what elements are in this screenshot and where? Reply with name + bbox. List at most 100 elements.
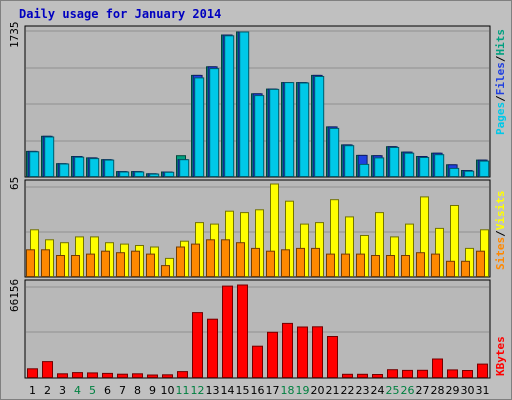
kbytes-bar bbox=[162, 374, 173, 378]
day-label: 11 bbox=[176, 384, 190, 397]
pages-bar bbox=[119, 171, 130, 177]
sites-bar bbox=[71, 255, 80, 277]
pages-bar bbox=[404, 152, 415, 177]
kbytes-bar bbox=[42, 361, 53, 379]
kbytes-bar bbox=[177, 371, 188, 379]
pages-bar bbox=[419, 157, 430, 177]
axis-label-part: Sites bbox=[494, 237, 507, 270]
axis-label-kbytes: KBytes bbox=[494, 336, 507, 376]
pages-bar bbox=[164, 171, 175, 178]
kbytes-bar bbox=[222, 285, 233, 379]
pages-bar bbox=[434, 154, 445, 177]
sites-bar bbox=[146, 253, 155, 278]
day-label: 2 bbox=[44, 384, 51, 397]
axis-label-part: / bbox=[494, 230, 507, 237]
day-label: 29 bbox=[446, 384, 460, 397]
kbytes-bar bbox=[402, 369, 413, 378]
sites-bar bbox=[356, 253, 365, 278]
ymax-label-kbytes: 66156 bbox=[8, 279, 21, 312]
axis-label-part: Pages bbox=[494, 102, 507, 135]
axis-label-part: / bbox=[494, 95, 507, 102]
day-label: 12 bbox=[191, 384, 205, 397]
pages-bar bbox=[224, 35, 235, 177]
kbytes-bar bbox=[477, 363, 488, 379]
pages-bar bbox=[479, 160, 490, 178]
pages-bar bbox=[104, 159, 115, 178]
sites-bar bbox=[101, 250, 110, 277]
day-label: 27 bbox=[416, 384, 430, 397]
kbytes-bar bbox=[147, 374, 158, 378]
pages-bar bbox=[74, 156, 85, 177]
day-label: 28 bbox=[431, 384, 445, 397]
kbytes-bar bbox=[27, 368, 38, 378]
kbytes-bar bbox=[462, 370, 473, 378]
day-label: 7 bbox=[119, 384, 126, 397]
sites-bar bbox=[56, 255, 65, 277]
sites-bar bbox=[401, 255, 410, 277]
axis-label-visits-sites: Sites/Visits bbox=[494, 191, 507, 271]
sites-bar bbox=[476, 250, 485, 277]
axis-label-part: Hits bbox=[494, 29, 507, 56]
sites-bar bbox=[371, 255, 380, 277]
pages-bar bbox=[359, 163, 370, 177]
ymax-label-pages-files-hits: 1735 bbox=[8, 22, 21, 49]
sites-bar bbox=[416, 252, 425, 277]
kbytes-bar bbox=[357, 373, 368, 378]
kbytes-bar bbox=[132, 373, 143, 378]
kbytes-bar bbox=[297, 326, 308, 378]
kbytes-bar bbox=[447, 369, 458, 378]
kbytes-bar bbox=[267, 331, 278, 378]
sites-bar bbox=[191, 243, 200, 278]
pages-bar bbox=[149, 173, 160, 178]
pages-bar bbox=[299, 82, 310, 177]
sites-bar bbox=[116, 252, 125, 277]
kbytes-bar bbox=[207, 318, 218, 379]
axis-label-part: / bbox=[494, 55, 507, 62]
kbytes-bar bbox=[192, 312, 203, 379]
pages-bar bbox=[284, 82, 295, 177]
chart-title: Daily usage for January 2014 bbox=[19, 7, 222, 21]
kbytes-bar bbox=[102, 372, 113, 378]
day-label: 23 bbox=[356, 384, 370, 397]
day-label: 22 bbox=[341, 384, 355, 397]
day-label: 3 bbox=[59, 384, 66, 397]
day-label: 26 bbox=[401, 384, 415, 397]
day-label: 18 bbox=[281, 384, 295, 397]
kbytes-bar bbox=[87, 372, 98, 378]
day-label: 17 bbox=[266, 384, 280, 397]
kbytes-bar bbox=[432, 358, 443, 378]
day-label: 20 bbox=[311, 384, 325, 397]
pages-bar bbox=[209, 68, 220, 177]
day-label: 25 bbox=[386, 384, 400, 397]
axis-label-part: KBytes bbox=[494, 336, 507, 376]
day-label: 21 bbox=[326, 384, 340, 397]
day-label: 16 bbox=[251, 384, 265, 397]
pages-bar bbox=[374, 157, 385, 177]
sites-bar bbox=[266, 250, 275, 277]
sites-bar bbox=[281, 249, 290, 278]
sites-bar bbox=[26, 249, 35, 278]
day-label: 8 bbox=[134, 384, 141, 397]
sites-bar bbox=[311, 247, 320, 277]
kbytes-bar bbox=[372, 374, 383, 378]
axis-label-part: Files bbox=[494, 62, 507, 95]
kbytes-bar bbox=[117, 373, 128, 379]
sites-bar bbox=[86, 253, 95, 278]
sites-bar bbox=[131, 250, 140, 277]
day-label: 1 bbox=[29, 384, 36, 397]
sites-bar bbox=[176, 246, 185, 277]
kbytes-bar bbox=[252, 345, 263, 379]
ymax-label-visits-sites: 65 bbox=[8, 177, 21, 190]
sites-bar bbox=[326, 253, 335, 278]
day-label: 19 bbox=[296, 384, 310, 397]
day-label: 4 bbox=[74, 384, 81, 397]
kbytes-bar bbox=[57, 373, 68, 378]
pages-bar bbox=[194, 77, 205, 177]
day-label: 31 bbox=[476, 384, 490, 397]
pages-bar bbox=[389, 147, 400, 177]
sites-bar bbox=[236, 242, 245, 277]
sites-bar bbox=[446, 260, 455, 277]
kbytes-bar bbox=[72, 372, 83, 379]
sites-bar bbox=[221, 239, 230, 278]
pages-bar bbox=[44, 136, 55, 177]
